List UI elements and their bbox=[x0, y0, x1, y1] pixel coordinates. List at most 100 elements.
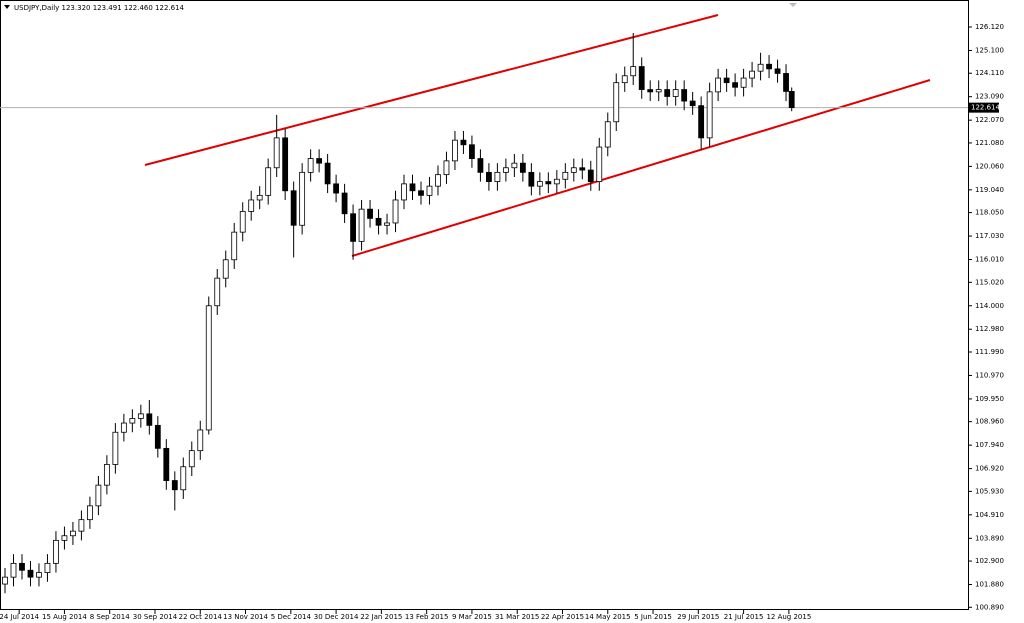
candle-body bbox=[2, 576, 8, 585]
shift-marker[interactable] bbox=[789, 3, 797, 7]
candle-body bbox=[545, 181, 552, 185]
y-tick-label: 112.980 bbox=[975, 325, 1004, 333]
y-tick-label: 106.920 bbox=[975, 465, 1004, 473]
y-tick-label: 105.930 bbox=[975, 487, 1004, 495]
candle-body bbox=[154, 424, 161, 449]
y-tick-label: 124.110 bbox=[975, 69, 1004, 77]
y-tick-label: 109.950 bbox=[975, 395, 1004, 403]
candle-body bbox=[553, 178, 560, 185]
candle-body bbox=[460, 139, 467, 146]
x-tick-label: 22 Apr 2015 bbox=[541, 613, 584, 621]
last-price-label: 122.614 bbox=[971, 104, 1000, 112]
x-tick-label: 8 Sep 2014 bbox=[90, 613, 130, 621]
candle-body bbox=[265, 167, 272, 196]
x-tick-label: 22 Jan 2015 bbox=[360, 613, 402, 621]
x-tick-label: 14 May 2015 bbox=[585, 613, 631, 621]
candle-body bbox=[120, 422, 127, 433]
candle-body bbox=[621, 75, 628, 84]
candle-body bbox=[53, 539, 59, 564]
candle-body bbox=[19, 562, 25, 571]
menu-arrow[interactable] bbox=[4, 5, 10, 9]
candle-body bbox=[647, 89, 654, 93]
y-tick-label: 120.060 bbox=[975, 162, 1004, 170]
x-tick-label: 30 Sep 2014 bbox=[133, 613, 178, 621]
candle-body bbox=[477, 158, 484, 173]
candle-body bbox=[502, 167, 509, 173]
y-tick-label: 111.990 bbox=[975, 348, 1004, 356]
candle-body bbox=[341, 192, 348, 215]
candle-body bbox=[570, 167, 577, 173]
y-tick-label: 116.010 bbox=[975, 256, 1004, 264]
candle-body bbox=[248, 199, 255, 212]
y-tick-label: 104.910 bbox=[975, 511, 1004, 519]
candle-body bbox=[282, 137, 289, 192]
candle-body bbox=[732, 82, 739, 88]
candle-body bbox=[715, 77, 722, 93]
y-tick-label: 118.050 bbox=[975, 209, 1004, 217]
y-tick-label: 122.070 bbox=[975, 116, 1004, 124]
candle-body bbox=[112, 431, 119, 465]
candle-body bbox=[129, 418, 136, 424]
candle-body bbox=[163, 447, 170, 481]
candle-body bbox=[188, 450, 195, 468]
candle-body bbox=[409, 183, 416, 192]
candle-body bbox=[197, 429, 204, 452]
candle-body bbox=[766, 63, 772, 70]
candle-body bbox=[528, 171, 535, 187]
y-tick-label: 125.100 bbox=[975, 46, 1004, 54]
candle-body bbox=[681, 89, 688, 102]
candle-body bbox=[774, 68, 781, 74]
y-tick-label: 114.000 bbox=[975, 302, 1004, 310]
candle-body bbox=[435, 174, 441, 187]
candle-body bbox=[103, 464, 110, 486]
candle-body bbox=[613, 82, 620, 123]
candle-body bbox=[689, 100, 696, 107]
candle-body bbox=[511, 162, 518, 169]
candle-body bbox=[222, 259, 229, 279]
candle-body bbox=[418, 190, 424, 196]
candle-body bbox=[401, 183, 407, 201]
y-tick-label: 123.090 bbox=[975, 93, 1004, 101]
candle-body bbox=[316, 158, 323, 164]
candle-body bbox=[61, 535, 68, 541]
candle-body bbox=[70, 530, 76, 537]
candle-body bbox=[273, 137, 280, 169]
candle-body bbox=[788, 91, 795, 109]
candle-body bbox=[44, 562, 51, 573]
candle-body bbox=[655, 89, 662, 93]
candle-body bbox=[146, 413, 153, 426]
candle-body bbox=[375, 217, 382, 226]
trend-line-upper[interactable] bbox=[144, 14, 719, 166]
x-tick-label: 9 Mar 2015 bbox=[452, 613, 492, 621]
trend-line-lower[interactable] bbox=[351, 79, 931, 257]
candle-body bbox=[604, 121, 611, 148]
candle-body bbox=[231, 231, 238, 261]
y-tick-label: 102.900 bbox=[975, 557, 1004, 565]
candle-body bbox=[587, 169, 594, 182]
candle-body bbox=[180, 466, 187, 491]
candle-body bbox=[562, 171, 569, 180]
candle-body bbox=[171, 480, 178, 491]
y-tick-label: 103.890 bbox=[975, 534, 1004, 542]
candle-body bbox=[239, 211, 246, 233]
x-tick-label: 5 Dec 2014 bbox=[271, 613, 312, 621]
y-tick-label: 110.970 bbox=[975, 371, 1004, 379]
x-tick-label: 5 Jun 2015 bbox=[634, 613, 672, 621]
x-tick-label: 31 Mar 2015 bbox=[495, 613, 539, 621]
y-tick-label: 101.880 bbox=[975, 581, 1004, 589]
candle-body bbox=[740, 77, 747, 88]
candle-body bbox=[27, 569, 34, 578]
candle-body bbox=[452, 139, 458, 162]
candle-body bbox=[10, 562, 17, 578]
candle-body bbox=[723, 77, 730, 84]
y-tick-label: 115.020 bbox=[975, 278, 1004, 286]
x-tick-label: 22 Oct 2014 bbox=[179, 613, 223, 621]
candle-body bbox=[333, 183, 339, 194]
y-tick-label: 108.960 bbox=[975, 418, 1004, 426]
candle-body bbox=[367, 208, 373, 219]
candle-body bbox=[494, 171, 501, 182]
candle-body bbox=[36, 572, 42, 578]
candle-body bbox=[392, 199, 399, 224]
candle-body bbox=[350, 213, 356, 242]
candle-body bbox=[137, 413, 144, 419]
